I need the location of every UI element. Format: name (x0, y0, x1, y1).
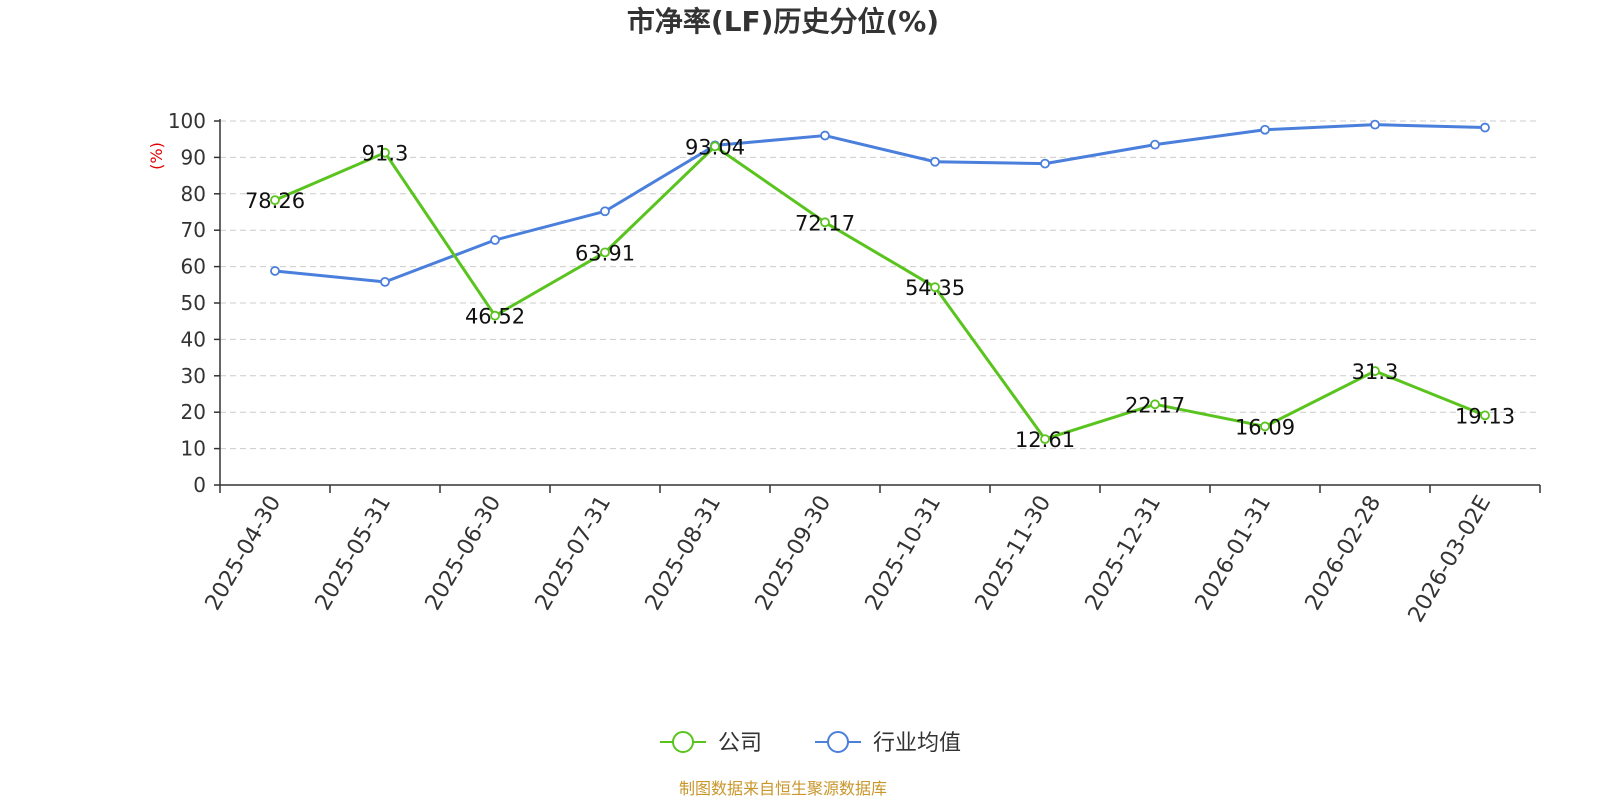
series-point-0[interactable] (1480, 410, 1490, 421)
y-tick-label: 60 (181, 255, 206, 279)
series-point-1[interactable] (1260, 124, 1270, 135)
chart-title: 市净率(LF)历史分位(%) (626, 5, 940, 38)
legend-marker-0[interactable] (672, 731, 694, 753)
x-tick-label: 2025-07-31 (531, 492, 617, 615)
y-tick-label: 10 (181, 437, 206, 461)
series-line-0 (274, 144, 1486, 441)
data-label: 63.91 (575, 241, 635, 265)
data-label: 19.13 (1455, 404, 1515, 428)
series-point-0[interactable] (270, 195, 280, 206)
legend-label-0[interactable]: 公司 (718, 731, 762, 756)
series-point-0[interactable] (1040, 434, 1050, 444)
x-tick-label: 2025-05-31 (311, 492, 397, 615)
y-tick-label: 100 (168, 109, 206, 133)
series-point-0[interactable] (710, 141, 720, 152)
x-tick-label: 2025-08-31 (641, 492, 727, 615)
grid-layer (220, 120, 1540, 450)
data-label: 31.3 (1352, 360, 1399, 384)
source-note: 制图数据来自恒生聚源数据库 (678, 779, 887, 798)
series-point-0[interactable] (1260, 421, 1270, 432)
series-point-0[interactable] (820, 217, 830, 228)
legend-marker-1[interactable] (827, 731, 849, 753)
series-point-1[interactable] (1480, 122, 1490, 133)
series-point-1[interactable] (380, 276, 390, 287)
y-tick-label: 30 (181, 364, 206, 388)
data-label: 16.09 (1235, 415, 1295, 439)
data-label: 78.26 (245, 189, 305, 213)
x-tick-label: 2025-06-30 (421, 492, 507, 615)
data-label: 93.04 (685, 135, 745, 159)
series-point-0[interactable] (490, 310, 500, 321)
y-tick-label: 70 (181, 218, 206, 242)
y-tick-label: 40 (181, 327, 206, 351)
y-tick-label: 80 (181, 182, 206, 206)
x-tick-label: 2025-09-30 (751, 492, 837, 615)
data-label: 91.3 (362, 142, 409, 166)
series-point-0[interactable] (1370, 366, 1380, 376)
series-point-1[interactable] (600, 206, 610, 217)
y-tick-label: 50 (181, 291, 206, 315)
legend-label-1[interactable]: 行业均值 (873, 731, 961, 756)
legend[interactable]: 公司 行业均值 (660, 731, 961, 756)
data-label-layer: 78.26 91.3 46.52 63.91 93.04 72.17 54.35 12.61 2… (245, 135, 1515, 452)
data-label: 22.17 (1125, 393, 1185, 417)
series-point-1[interactable] (930, 156, 940, 167)
data-label: 54.35 (905, 276, 965, 300)
x-tick-label: 2025-11-30 (971, 492, 1057, 615)
series-point-0[interactable] (600, 247, 610, 258)
series-point-1[interactable] (490, 235, 500, 245)
series-point-1[interactable] (820, 130, 830, 141)
series-point-1[interactable] (1370, 119, 1380, 130)
x-tick-label: 2026-01-31 (1191, 492, 1277, 615)
series-point-0[interactable] (930, 282, 940, 293)
x-tick-label: 2025-12-31 (1081, 492, 1167, 615)
x-tick-label: 2026-02-28 (1301, 492, 1387, 615)
series-point-0[interactable] (380, 147, 390, 158)
series-point-1[interactable] (1040, 158, 1050, 169)
data-label: 12.61 (1015, 428, 1075, 452)
axis-layer: 0 10 20 30 40 50 60 70 80 90 100(%) 2025-04-30 2025-… (147, 109, 1541, 627)
y-tick-label: 0 (193, 473, 206, 497)
data-label: 46.52 (465, 305, 525, 329)
y-tick-label: 20 (181, 400, 206, 424)
x-tick-label: 2025-04-30 (201, 492, 287, 615)
y-axis-label: (%) (147, 142, 166, 170)
y-tick-label: 90 (181, 145, 206, 169)
x-tick-label: 2025-10-31 (861, 492, 947, 615)
series-layer (270, 119, 1490, 444)
series-line-1 (274, 123, 1486, 284)
series-point-0[interactable] (1150, 399, 1160, 410)
x-tick-label: 2026-03-02E (1404, 492, 1497, 627)
series-point-1[interactable] (1150, 139, 1160, 150)
series-point-1[interactable] (270, 266, 280, 276)
data-label: 72.17 (795, 211, 855, 235)
